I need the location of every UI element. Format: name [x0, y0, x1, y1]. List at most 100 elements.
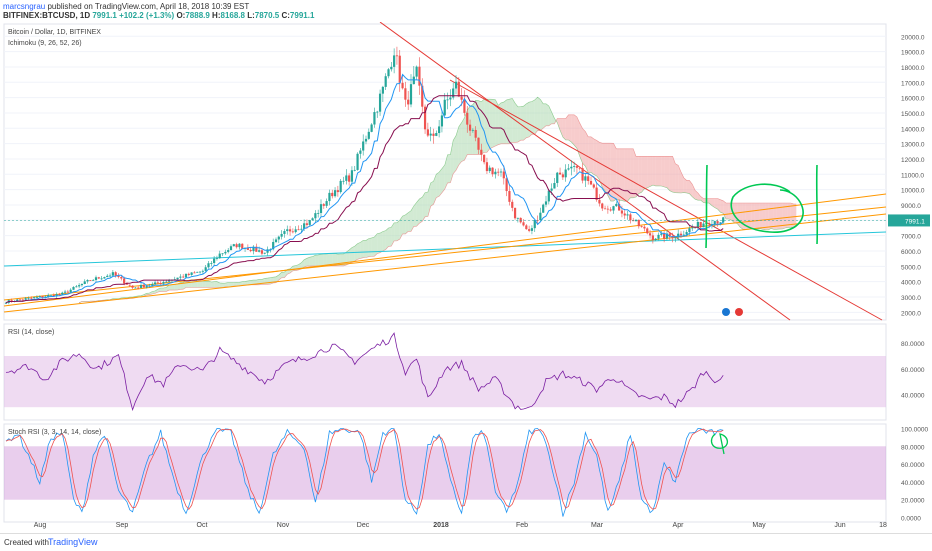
- author-link[interactable]: marcsngrau: [3, 2, 45, 11]
- created-with-label: Created with: [4, 538, 49, 547]
- cloud-segment: [656, 156, 659, 186]
- tradingview-logo[interactable]: TradingView: [48, 537, 98, 547]
- rsi-y-tick: 40.0000: [901, 392, 925, 399]
- candle-body: [162, 282, 164, 284]
- candle-body: [390, 67, 392, 69]
- candle-body: [326, 201, 328, 206]
- candle-body: [449, 98, 451, 100]
- candle-body: [22, 300, 24, 301]
- candle-body: [466, 113, 468, 125]
- candle-body: [486, 162, 488, 171]
- cloud-segment: [644, 156, 647, 188]
- candle-body: [154, 282, 156, 284]
- candle-body: [199, 272, 201, 273]
- cloud-segment: [664, 156, 667, 187]
- cloud-segment: [369, 238, 372, 257]
- candle-body: [584, 176, 586, 180]
- candle-body: [176, 278, 178, 280]
- candle-body: [491, 168, 493, 175]
- cloud-segment: [616, 149, 619, 200]
- cloud-segment: [200, 281, 203, 288]
- candle-body: [716, 221, 718, 223]
- candle-body: [562, 174, 564, 177]
- candle-body: [292, 231, 294, 232]
- cloud-segment: [526, 102, 529, 138]
- candle-body: [688, 228, 690, 232]
- candle-body: [337, 190, 339, 192]
- candle-body: [607, 209, 609, 210]
- cloud-segment: [363, 240, 366, 257]
- cloud-segment: [777, 203, 780, 229]
- candle-body: [722, 217, 724, 222]
- candle-body: [610, 209, 612, 210]
- cloud-segment: [315, 255, 318, 266]
- chart-area[interactable]: 20000.019000.018000.017000.016000.015000…: [0, 22, 932, 533]
- x-tick-label: Feb: [516, 522, 528, 529]
- candle-body: [643, 227, 645, 229]
- cloud-segment: [425, 192, 428, 217]
- cloud-segment: [389, 227, 392, 246]
- rsi-y-tick: 60.0000: [901, 367, 925, 374]
- candle-body: [334, 190, 336, 196]
- candle-body: [67, 292, 69, 293]
- open-label: O:: [176, 11, 185, 20]
- cloud-segment: [515, 103, 518, 142]
- cloud-segment: [543, 104, 546, 128]
- candle-body: [72, 287, 74, 290]
- candle-body: [112, 272, 114, 275]
- candle-body: [39, 296, 41, 297]
- candle-body: [542, 205, 544, 213]
- candle-body: [517, 218, 519, 219]
- cloud-segment: [352, 246, 355, 262]
- candle-body: [641, 226, 643, 227]
- candle-body: [25, 298, 27, 299]
- x-tick-label: Aug: [34, 522, 47, 529]
- candle-body: [477, 138, 479, 150]
- cloud-segment: [588, 137, 591, 173]
- y-tick-label: 2000.0: [901, 310, 921, 317]
- cloud-segment: [372, 237, 375, 256]
- candle-body: [281, 234, 283, 237]
- candle-body: [219, 254, 221, 259]
- candle-body: [376, 112, 378, 113]
- candle-body: [185, 274, 187, 277]
- candle-body: [371, 125, 373, 132]
- cloud-segment: [591, 137, 594, 175]
- candle-body: [427, 129, 429, 135]
- candle-body: [638, 220, 640, 226]
- cloud-segment: [397, 220, 400, 241]
- candle-body: [520, 218, 522, 222]
- cloud-segment: [462, 118, 465, 162]
- candle-body: [404, 88, 406, 99]
- cloud-segment: [214, 282, 217, 288]
- candle-body: [30, 298, 32, 299]
- low-label: L:: [247, 11, 255, 20]
- candle-body: [432, 134, 434, 136]
- candle-body: [75, 286, 77, 287]
- y-tick-label: 18000.0: [901, 65, 925, 72]
- candle-body: [106, 276, 108, 277]
- high-label: H:: [212, 11, 220, 20]
- candle-body: [393, 55, 395, 66]
- candle-body: [210, 263, 212, 264]
- candle-body: [587, 176, 589, 181]
- cloud-segment: [442, 165, 445, 193]
- candle-body: [92, 280, 94, 281]
- cloud-segment: [670, 156, 673, 192]
- candle-body: [702, 224, 704, 228]
- cloud-segment: [419, 197, 422, 223]
- candle-body: [624, 214, 626, 216]
- candle-body: [396, 55, 398, 56]
- x-tick-label: May: [752, 522, 766, 529]
- cloud-segment: [307, 257, 310, 266]
- candle-body: [120, 277, 122, 278]
- candle-body: [129, 285, 131, 286]
- y-tick-label: 17000.0: [901, 80, 925, 87]
- candle-body: [227, 250, 229, 252]
- candle-body: [612, 206, 614, 210]
- cloud-segment: [594, 139, 597, 176]
- candle-body: [553, 183, 555, 189]
- cloud-segment: [574, 115, 577, 148]
- event-flag-icon: [722, 308, 730, 316]
- x-tick-label: Mar: [591, 522, 604, 529]
